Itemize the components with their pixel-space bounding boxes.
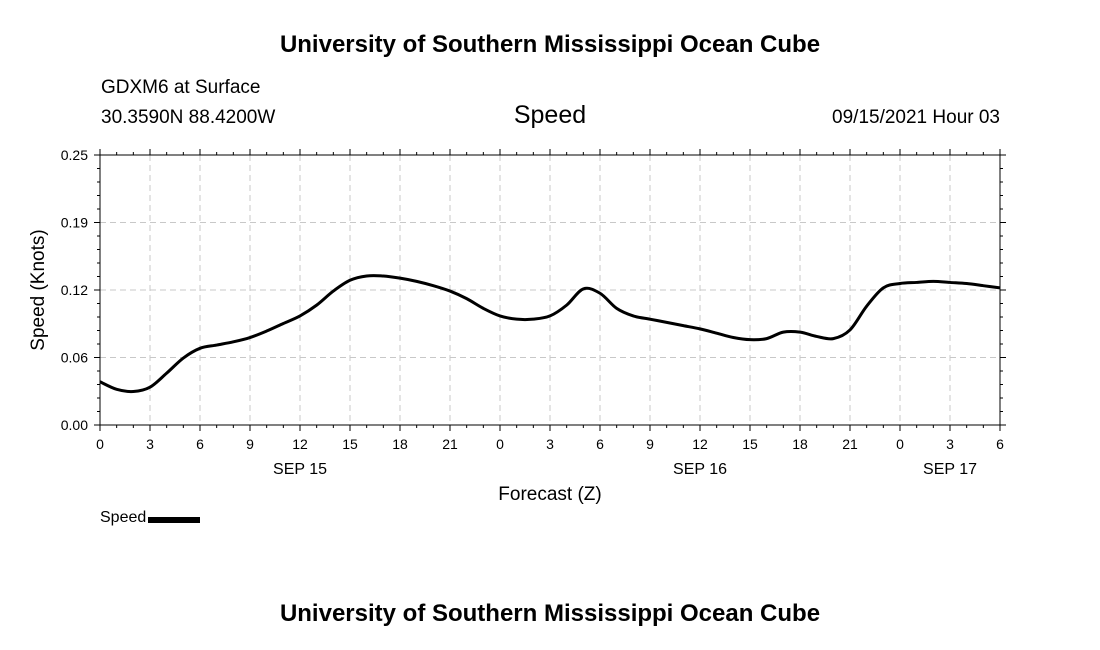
x-tick-label: 9 xyxy=(646,436,654,452)
legend-label: Speed xyxy=(100,509,147,526)
axis-labels: 0 3 6 9 12 15 18 21 0 3 6 9 12 15 18 21 0 3 6 0.00 0.06 0.12 0… xyxy=(28,147,1004,505)
x-tick-label: 0 xyxy=(96,436,104,452)
x-tick-label: 0 xyxy=(496,436,504,452)
x-tick-label: 3 xyxy=(946,436,954,452)
legend-line-swatch xyxy=(148,516,201,523)
x-tick-label: 15 xyxy=(342,436,358,452)
banner-top: University of Southern Mississippi Ocean… xyxy=(279,31,821,58)
y-tick-label: 0.19 xyxy=(61,215,88,231)
run-time: 09/15/2021 Hour 03 xyxy=(832,107,1000,128)
date-label: SEP 15 xyxy=(273,461,327,478)
speed-series-line xyxy=(99,274,1001,394)
x-tick-label: 9 xyxy=(246,436,254,452)
date-label: SEP 16 xyxy=(673,461,727,478)
x-tick-label: 6 xyxy=(996,436,1004,452)
chart-title: Speed xyxy=(513,101,587,129)
x-tick-label: 18 xyxy=(792,436,808,452)
x-tick-label: 21 xyxy=(842,436,858,452)
series-layer xyxy=(99,274,1001,394)
y-tick-label: 0.25 xyxy=(61,147,88,163)
x-tick-label: 3 xyxy=(546,436,554,452)
x-tick-label: 18 xyxy=(392,436,408,452)
x-tick-label: 12 xyxy=(292,436,308,452)
banner-bottom: University of Southern Mississippi Ocean… xyxy=(279,600,821,627)
x-tick-label: 0 xyxy=(896,436,904,452)
x-tick-label: 6 xyxy=(196,436,204,452)
x-tick-label: 3 xyxy=(146,436,154,452)
grid-lines xyxy=(100,155,1000,425)
y-tick-label: 0.00 xyxy=(61,417,88,433)
x-tick-label: 6 xyxy=(596,436,604,452)
y-tick-label: 0.06 xyxy=(61,350,88,366)
x-tick-label: 12 xyxy=(692,436,708,452)
y-axis-label: Speed (Knots) xyxy=(28,229,49,350)
plot-frame xyxy=(99,154,1001,426)
y-tick-label: 0.12 xyxy=(61,282,88,298)
date-label: SEP 17 xyxy=(923,461,977,478)
x-axis-label: Forecast (Z) xyxy=(498,484,601,505)
x-tick-label: 15 xyxy=(742,436,758,452)
station-label: GDXM6 at Surface xyxy=(101,77,261,98)
x-tick-label: 21 xyxy=(442,436,458,452)
legend: Speed xyxy=(100,509,201,527)
station-coordinates: 30.3590N 88.4200W xyxy=(101,107,276,128)
